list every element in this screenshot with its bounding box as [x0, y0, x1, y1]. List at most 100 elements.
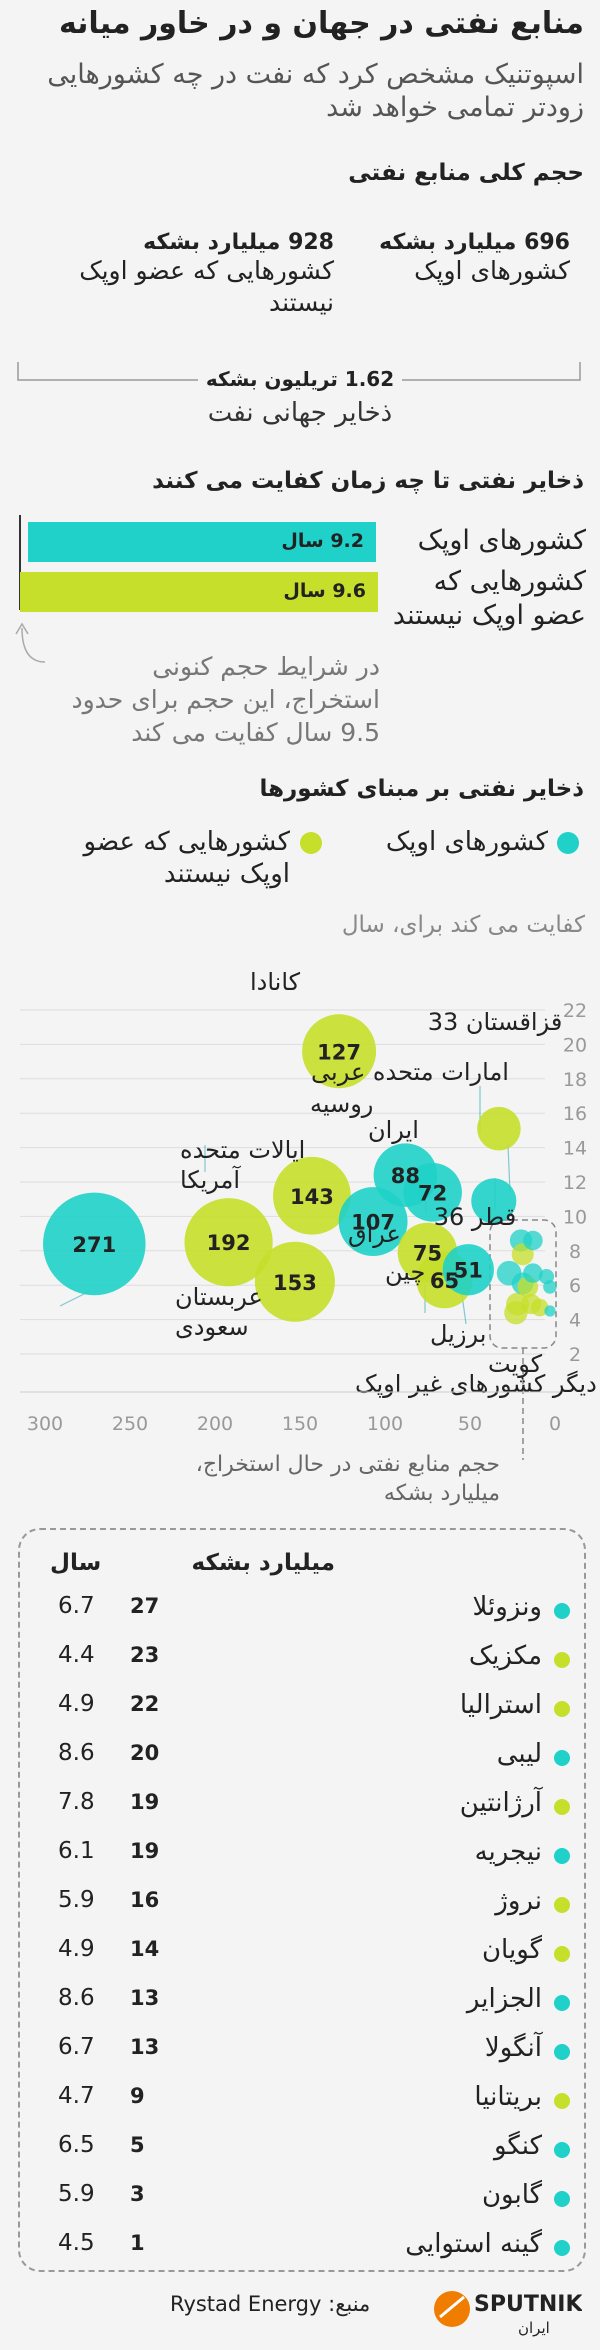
bubble-value: 192 [207, 1231, 251, 1255]
country-years: 5.9 [58, 1887, 95, 1913]
country-label: قزاقستان 33 [428, 1008, 563, 1036]
country-label: چین [385, 1258, 425, 1286]
country-years: 8.6 [58, 1985, 95, 2011]
country-bbl: 16 [130, 1888, 160, 1912]
x-tick-label: 50 [458, 1413, 482, 1435]
country-label: کانادا [250, 968, 301, 996]
country-name: بریتانیا [474, 2082, 542, 2112]
country-bbl: 23 [130, 1643, 160, 1667]
table-row: الجزایر 13 8.6 [30, 1978, 570, 2027]
bubble-value: 271 [72, 1233, 116, 1257]
table-row: آنگولا 13 6.7 [30, 2027, 570, 2076]
country-bubble [273, 1156, 351, 1235]
country-bubble [302, 1014, 377, 1089]
page-title: منابع نفتی در جهان و در خاور میانه [58, 6, 584, 41]
group-dot [554, 1995, 570, 2011]
duration-note: در شرایط حجم کنونی استخراج، این حجم برای… [71, 652, 380, 747]
legend-opec-label: کشورهای اوپک [385, 827, 548, 857]
country-label: عربستان سعودی [175, 1283, 263, 1341]
group-dot [554, 2191, 570, 2207]
country-bbl: 19 [130, 1790, 160, 1814]
label-connector [507, 1144, 511, 1193]
country-label: کویت [488, 1350, 543, 1378]
y-tick-label: 18 [563, 1069, 587, 1091]
country-bubble [254, 1241, 335, 1322]
chart-xlabel: حجم منابع نفتی در حال استخراج، میلیارد ب… [195, 1452, 500, 1506]
opec-duration-label: کشورهای اوپک [417, 525, 586, 556]
group-dot [554, 2044, 570, 2060]
bubble-value: 127 [317, 1040, 361, 1064]
country-name: گویان [481, 1935, 542, 1965]
country-bbl: 13 [130, 2035, 160, 2059]
y-tick-label: 8 [569, 1241, 581, 1263]
small-country-bubble [530, 1298, 549, 1317]
legend-opec-dot [557, 832, 579, 854]
section-heading-countries: ذخایر نفتی بر مبنای کشورها [259, 776, 584, 802]
bubble-value: 51 [454, 1259, 483, 1283]
country-label: برزیل [430, 1320, 486, 1348]
country-label: روسیه [310, 1090, 373, 1118]
nonopec-duration-value: 9.6 سال [283, 580, 366, 602]
country-years: 4.9 [58, 1691, 95, 1717]
table-row: آرژانتین 19 7.8 [30, 1782, 570, 1831]
country-bubble [442, 1244, 494, 1296]
x-tick-label: 200 [197, 1413, 233, 1435]
country-name: گینه استوایی [405, 2229, 542, 2259]
country-years: 6.1 [58, 1838, 95, 1864]
country-label: قطر 36 [434, 1203, 517, 1231]
country-bbl: 5 [130, 2133, 145, 2157]
total-reserves: 1.62 تریلیون بشکه [0, 367, 600, 391]
country-years: 5.9 [58, 2181, 95, 2207]
country-label: عراق [348, 1220, 401, 1248]
y-tick-label: 10 [563, 1206, 587, 1228]
sputnik-logo: SPUTNIK ایران [430, 2283, 583, 2339]
country-name: گابون [481, 2180, 542, 2210]
y-tick-label: 2 [569, 1344, 581, 1366]
small-country-bubble [523, 1230, 543, 1251]
table-row: گینه استوایی 1 4.5 [30, 2223, 570, 2272]
country-bubble [471, 1178, 517, 1224]
country-label: ایالات متحده آمریکا [180, 1136, 305, 1194]
table-header-years: سال [50, 1550, 102, 1576]
country-bbl: 9 [130, 2084, 145, 2108]
country-bbl: 27 [130, 1594, 160, 1618]
group-dot [554, 1652, 570, 1668]
logo-subtext: ایران [518, 2319, 550, 2337]
country-bubble [477, 1106, 521, 1151]
bubble-value: 65 [430, 1269, 459, 1293]
chart-ylabel: کفایت می کند برای، سال [341, 912, 585, 938]
country-bbl: 19 [130, 1839, 160, 1863]
country-label: امارات متحده عربی [311, 1058, 509, 1086]
bubble-value: 88 [391, 1164, 420, 1188]
country-bubble [43, 1192, 146, 1296]
opec-volume-label: کشورهای اوپک [414, 256, 570, 285]
country-name: مکزیک [468, 1641, 542, 1671]
country-name: نیجریه [474, 1837, 542, 1867]
logo-text: SPUTNIK [474, 2292, 582, 2317]
country-years: 4.9 [58, 1936, 95, 1962]
country-bubble [338, 1187, 408, 1257]
country-bbl: 13 [130, 1986, 160, 2010]
small-countries-table [18, 1528, 586, 2272]
table-row: ونزوئلا 27 6.7 [30, 1586, 570, 1635]
table-row: گابون 3 5.9 [30, 2174, 570, 2223]
country-name: ونزوئلا [472, 1592, 542, 1622]
legend-nonopec-label: کشورهایی که عضو اوپک نیستند [83, 827, 290, 889]
source-note: منبع: Rystad Energy [170, 2292, 371, 2316]
group-dot [554, 1848, 570, 1864]
group-dot [554, 2240, 570, 2256]
country-bubble [184, 1198, 273, 1287]
y-tick-label: 6 [569, 1275, 581, 1297]
country-years: 8.6 [58, 1740, 95, 1766]
small-country-bubble [543, 1280, 557, 1294]
nonopec-duration-bar: 9.6 سال [20, 572, 378, 612]
country-name: استرالیا [459, 1690, 542, 1720]
table-row: بریتانیا 9 4.7 [30, 2076, 570, 2125]
group-dot [554, 1603, 570, 1619]
small-country-bubble [523, 1263, 543, 1283]
x-tick-label: 0 [549, 1413, 561, 1435]
y-tick-label: 20 [563, 1034, 587, 1056]
opec-volume-value: 696 میلیارد بشکه [379, 230, 570, 255]
country-years: 4.5 [58, 2230, 95, 2256]
group-dot [554, 1897, 570, 1913]
